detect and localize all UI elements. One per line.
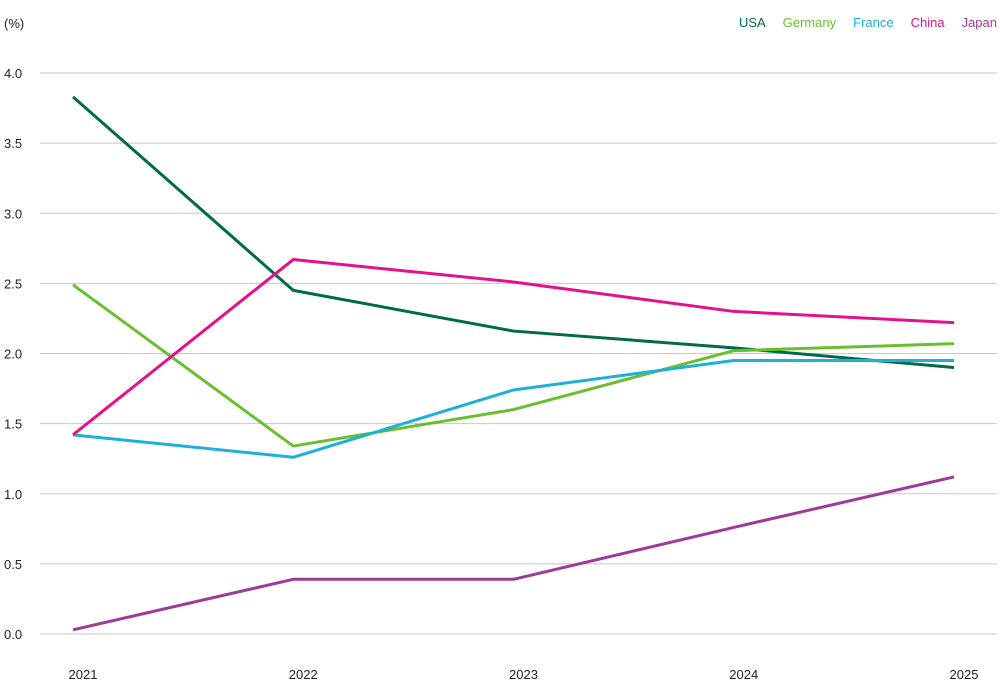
legend-label-japan: Japan bbox=[962, 15, 997, 30]
y-axis-ticks: 0.0 0.5 1.0 1.5 2.0 2.5 3.0 3.5 4.0 bbox=[4, 66, 22, 642]
gridlines bbox=[40, 72, 997, 635]
y-axis-unit-label: (%) bbox=[4, 16, 24, 31]
y-tick-label: 4.0 bbox=[4, 66, 22, 81]
x-axis-ticks: 2021 2022 2023 2024 2025 bbox=[69, 667, 979, 682]
x-tick-label: 2022 bbox=[289, 667, 318, 682]
y-tick-label: 0.5 bbox=[4, 557, 22, 572]
series-line-usa bbox=[72, 95, 955, 370]
y-tick-label: 0.0 bbox=[4, 627, 22, 642]
x-tick-label: 2023 bbox=[509, 667, 538, 682]
y-tick-label: 2.5 bbox=[4, 276, 22, 291]
legend-label-germany: Germany bbox=[783, 15, 837, 30]
y-tick-label: 3.5 bbox=[4, 136, 22, 151]
legend: Japan China France Germany USA bbox=[739, 15, 997, 30]
series-line-germany bbox=[72, 283, 955, 448]
legend-label-china: China bbox=[911, 15, 946, 30]
series-line-france bbox=[72, 359, 954, 459]
y-tick-label: 2.0 bbox=[4, 347, 22, 362]
y-tick-label: 3.0 bbox=[4, 206, 22, 221]
x-tick-label: 2025 bbox=[950, 667, 979, 682]
series-line-japan bbox=[72, 475, 955, 632]
series-line-china bbox=[72, 258, 955, 437]
x-tick-label: 2024 bbox=[729, 667, 758, 682]
x-tick-label: 2021 bbox=[69, 667, 98, 682]
series-lines bbox=[72, 95, 955, 632]
y-tick-label: 1.5 bbox=[4, 417, 22, 432]
legend-label-usa: USA bbox=[739, 15, 766, 30]
legend-label-france: France bbox=[853, 15, 893, 30]
y-tick-label: 1.0 bbox=[4, 487, 22, 502]
